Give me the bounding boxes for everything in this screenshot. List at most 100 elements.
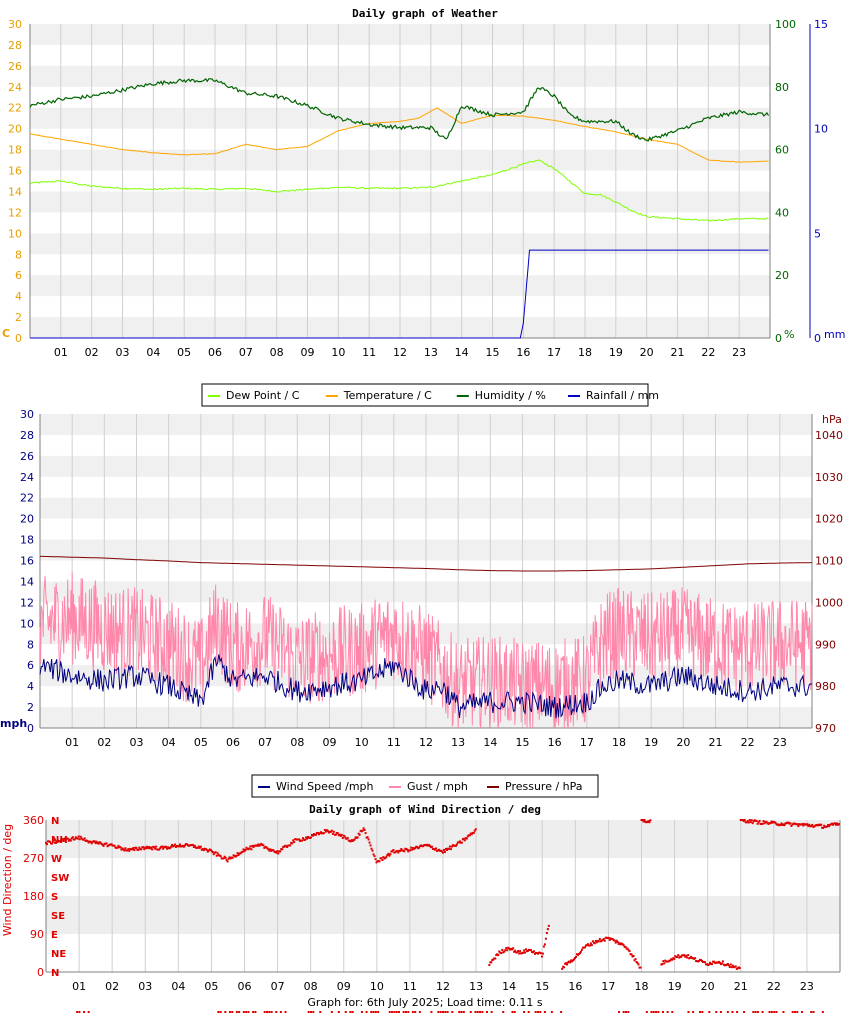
direction-point-offscale bbox=[511, 1011, 514, 1013]
x-tick-label: 20 bbox=[701, 980, 715, 993]
direction-point bbox=[698, 959, 701, 962]
direction-point bbox=[162, 847, 165, 850]
chart1-left-tick: 28 bbox=[8, 39, 22, 52]
direction-point bbox=[565, 962, 568, 965]
x-tick-label: 11 bbox=[387, 736, 401, 749]
direction-point bbox=[685, 954, 688, 957]
direction-point bbox=[174, 843, 177, 846]
direction-point-offscale bbox=[812, 1011, 815, 1013]
direction-point bbox=[504, 949, 507, 952]
direction-point bbox=[506, 949, 509, 952]
direction-point-offscale bbox=[235, 1011, 238, 1013]
direction-point bbox=[145, 847, 148, 850]
direction-point bbox=[339, 834, 342, 837]
direction-point bbox=[235, 854, 238, 857]
direction-point bbox=[262, 844, 265, 847]
direction-point bbox=[757, 821, 760, 824]
direction-point bbox=[55, 840, 58, 843]
direction-point-offscale bbox=[622, 1011, 625, 1013]
direction-point bbox=[750, 819, 753, 822]
direction-point bbox=[718, 961, 721, 964]
direction-point bbox=[458, 840, 461, 843]
direction-point bbox=[448, 845, 451, 848]
direction-point bbox=[683, 954, 686, 957]
direction-point bbox=[616, 941, 619, 944]
direction-point bbox=[386, 854, 389, 857]
direction-point bbox=[45, 843, 48, 846]
direction-point bbox=[45, 841, 47, 844]
x-tick-label: 11 bbox=[362, 346, 376, 359]
direction-point bbox=[761, 822, 764, 825]
direction-point-offscale bbox=[407, 1011, 410, 1013]
direction-point-offscale bbox=[446, 1011, 449, 1013]
direction-point bbox=[138, 846, 141, 849]
chart1-left-tick: 16 bbox=[8, 165, 22, 178]
legend-entry: Rainfall / mm bbox=[586, 389, 659, 402]
direction-point bbox=[747, 821, 750, 824]
x-tick-label: 17 bbox=[547, 346, 561, 359]
direction-point bbox=[494, 957, 497, 960]
direction-point-offscale bbox=[418, 1011, 421, 1013]
direction-point-offscale bbox=[543, 1011, 546, 1013]
x-tick-label: 08 bbox=[290, 736, 304, 749]
x-tick-label: 08 bbox=[270, 346, 284, 359]
direction-point-offscale bbox=[365, 1011, 368, 1013]
direction-point bbox=[500, 952, 503, 955]
direction-point bbox=[827, 824, 830, 827]
direction-point bbox=[183, 844, 186, 847]
direction-point bbox=[353, 838, 356, 841]
chart1-left-tick: 0 bbox=[15, 332, 22, 345]
direction-point bbox=[127, 848, 130, 851]
direction-point bbox=[539, 952, 542, 955]
direction-point bbox=[201, 848, 204, 851]
direction-point bbox=[514, 949, 517, 952]
direction-point bbox=[540, 955, 543, 958]
direction-point-offscale bbox=[395, 1011, 398, 1013]
direction-point-offscale bbox=[671, 1011, 674, 1013]
direction-point-offscale bbox=[444, 1011, 447, 1013]
chart2-left-tick: 6 bbox=[27, 659, 34, 672]
direction-point bbox=[214, 851, 217, 854]
x-tick-label: 16 bbox=[568, 980, 582, 993]
direction-point bbox=[544, 937, 547, 940]
x-tick-label: 16 bbox=[516, 346, 530, 359]
direction-point bbox=[191, 843, 194, 846]
x-tick-label: 01 bbox=[72, 980, 86, 993]
direction-point bbox=[392, 848, 395, 851]
direction-point bbox=[387, 852, 390, 855]
x-tick-label: 02 bbox=[97, 736, 111, 749]
direction-point bbox=[580, 948, 583, 951]
x-tick-label: 17 bbox=[580, 736, 594, 749]
direction-point bbox=[585, 944, 588, 947]
direction-point-offscale bbox=[217, 1011, 220, 1013]
direction-point bbox=[207, 849, 210, 852]
direction-point bbox=[649, 819, 652, 822]
direction-point bbox=[811, 823, 814, 826]
chart2-left-tick: 0 bbox=[27, 722, 34, 735]
direction-point bbox=[375, 861, 378, 864]
direction-point bbox=[545, 932, 548, 935]
direction-point bbox=[231, 856, 234, 859]
direction-point-offscale bbox=[687, 1011, 690, 1013]
direction-point bbox=[503, 950, 506, 953]
direction-point bbox=[729, 963, 732, 966]
direction-point bbox=[185, 843, 188, 846]
direction-point bbox=[263, 846, 266, 849]
chart3-grid: 01 02 03 04 05 06 07 08 09 10 11 12 13 14 15 16 17 18 19 20… bbox=[45, 820, 841, 993]
direction-point bbox=[305, 836, 308, 839]
direction-point bbox=[205, 848, 208, 851]
direction-point bbox=[445, 848, 448, 851]
direction-point bbox=[243, 850, 246, 853]
direction-point bbox=[780, 822, 783, 825]
chart1-right1-tick: 40 bbox=[775, 206, 789, 219]
direction-point bbox=[385, 855, 388, 858]
chart1-series-2 bbox=[29, 78, 770, 142]
direction-point bbox=[147, 847, 150, 850]
direction-point bbox=[669, 959, 672, 962]
direction-point bbox=[546, 928, 549, 931]
chart1-left-tick: 12 bbox=[8, 206, 22, 219]
direction-point bbox=[731, 964, 734, 967]
direction-point bbox=[343, 835, 346, 838]
direction-point bbox=[216, 852, 219, 855]
